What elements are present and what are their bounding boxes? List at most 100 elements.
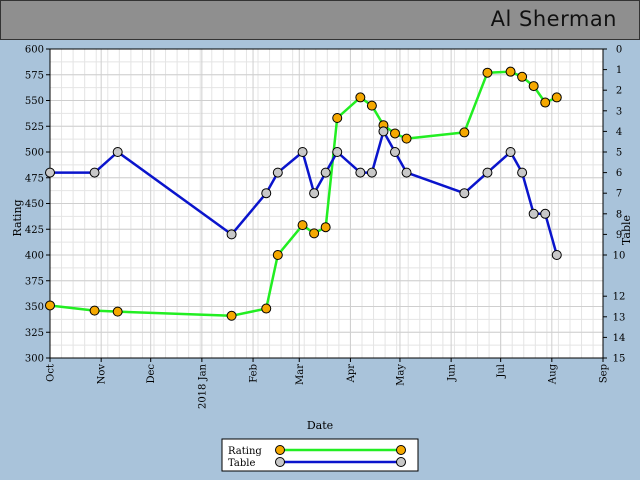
x-tick-label: Apr <box>346 364 357 384</box>
data-point-rating <box>390 128 401 139</box>
y2-tick-label: 2 <box>616 86 622 97</box>
y-tick-label: 350 <box>25 302 44 313</box>
data-point-table <box>89 167 100 178</box>
data-point-table <box>517 167 528 178</box>
y-tick-label: 550 <box>25 96 44 107</box>
legend-marker <box>396 457 406 467</box>
y-tick-label: 375 <box>25 276 44 287</box>
data-point-rating <box>366 100 377 111</box>
data-point-rating <box>459 127 470 138</box>
y-tick-label: 450 <box>25 199 44 210</box>
y2-tick-label: 14 <box>613 333 626 344</box>
y-tick-label: 300 <box>25 354 44 365</box>
data-point-rating <box>320 222 331 233</box>
y2-tick-label: 10 <box>613 251 626 262</box>
data-point-table <box>528 208 539 219</box>
y-axis-title: Rating <box>11 199 24 236</box>
x-tick-label: Mar <box>295 364 306 385</box>
x-tick-label: Aug <box>547 363 558 385</box>
series-line-table <box>50 130 559 256</box>
x-axis: Oct Nov Dec 2018 Jan Feb Mar Apr May Jun Jul Aug Se… <box>46 358 610 409</box>
x-tick-label: Jul <box>496 364 507 379</box>
y2-tick-label: 3 <box>616 106 622 117</box>
data-point-table <box>366 167 377 178</box>
data-point-table <box>261 188 272 199</box>
x-tick-label: Oct <box>46 364 57 382</box>
y-tick-label: 475 <box>25 173 44 184</box>
data-point-rating <box>309 228 320 239</box>
x-tick-label: Sep <box>599 364 610 383</box>
y2-tick-label: 9 <box>616 230 622 241</box>
data-point-table <box>551 250 562 260</box>
y-tick-label: 400 <box>25 251 44 262</box>
data-point-rating <box>517 71 528 82</box>
y2-tick-label: 6 <box>616 168 622 179</box>
y-tick-label: 600 <box>25 45 44 56</box>
data-point-table <box>272 167 283 178</box>
series-line-rating <box>49 70 558 318</box>
data-point-rating <box>540 97 551 108</box>
data-point-table <box>226 229 237 240</box>
x-tick-label: Feb <box>249 364 260 383</box>
data-point-table <box>45 167 55 178</box>
series-layer <box>45 66 562 321</box>
data-point-table <box>401 167 412 178</box>
data-point-rating <box>505 66 516 77</box>
y2-axis-title: Table <box>620 215 633 245</box>
data-point-rating <box>332 113 343 124</box>
data-point-table <box>297 147 308 157</box>
y2-tick-label: 8 <box>616 209 622 220</box>
page-title: Al Sherman <box>490 7 617 31</box>
data-point-table <box>459 188 470 199</box>
legend-box <box>221 438 419 472</box>
y-tick-label: 325 <box>25 328 44 339</box>
legend-marker <box>275 457 285 467</box>
y2-tick-label: 0 <box>616 45 622 56</box>
y2-tick-label: 1 <box>616 65 622 76</box>
data-point-table <box>482 167 493 178</box>
data-point-rating <box>482 67 493 78</box>
data-point-table <box>390 147 401 157</box>
data-point-table <box>540 208 551 219</box>
y2-tick-label: 12 <box>613 292 626 303</box>
data-point-table <box>309 188 320 199</box>
y2-tick-label: 4 <box>616 127 622 138</box>
data-point-table <box>332 147 343 157</box>
legend-label: Table <box>228 458 255 469</box>
y2-tick-label: 13 <box>613 312 626 323</box>
legend-label: Rating <box>228 446 262 457</box>
data-point-rating <box>112 306 123 317</box>
x-tick-label: 2018 Jan <box>197 363 208 409</box>
x-tick-label: Jun <box>447 363 458 381</box>
data-point-rating <box>261 303 272 314</box>
y-tick-label: 500 <box>25 148 44 159</box>
x-tick-label: May <box>395 364 406 386</box>
data-point-rating <box>401 133 412 144</box>
data-point-rating <box>89 305 100 316</box>
data-point-table <box>378 126 389 137</box>
data-point-table <box>505 147 516 157</box>
y-axis-left: 300 325 350 375 400 425 450 475 500 525 550 575 600 <box>25 45 50 365</box>
data-point-rating <box>226 310 237 321</box>
legend-marker <box>396 445 406 455</box>
y2-tick-label: 5 <box>616 148 622 159</box>
data-point-table <box>320 167 331 178</box>
data-point-table <box>112 147 123 157</box>
y-tick-label: 525 <box>25 122 44 133</box>
data-point-rating <box>355 92 366 103</box>
data-point-rating <box>272 250 283 260</box>
header-bar: Al Sherman <box>0 0 640 40</box>
data-point-rating <box>45 300 55 311</box>
y2-tick-label: 7 <box>616 189 622 200</box>
x-tick-label: Dec <box>146 364 157 384</box>
data-point-table <box>355 167 366 178</box>
data-point-rating <box>528 81 539 92</box>
x-axis-title: Date <box>307 419 333 432</box>
legend-marker <box>275 445 285 455</box>
y-tick-label: 425 <box>25 225 44 236</box>
data-point-rating <box>551 92 562 103</box>
y2-tick-label: 15 <box>613 354 626 365</box>
